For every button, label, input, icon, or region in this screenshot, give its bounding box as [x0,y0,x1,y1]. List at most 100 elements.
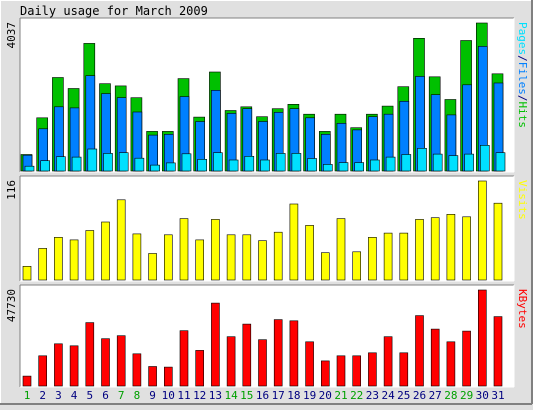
bar-pages-day-29 [464,153,474,172]
bar-kbytes-day-18 [289,320,299,387]
x-tick-day-9: 9 [149,389,156,402]
bar-pages-day-8 [134,157,145,172]
bar-visits-day-27 [430,217,440,281]
bar-visits-day-16 [258,240,267,281]
x-tick-day-27: 27 [429,389,442,402]
bar-visits-day-5 [85,230,95,281]
bar-visits-day-11 [179,218,189,281]
bar-pages-day-27 [432,153,443,172]
bar-visits-day-9 [148,253,157,281]
x-tick-day-22: 22 [350,389,363,402]
bar-visits-day-24 [383,232,393,281]
bar-kbytes-day-21 [336,355,346,387]
bar-pages-day-3 [56,156,66,172]
bar-visits-day-15 [242,234,252,281]
bar-kbytes-day-5 [85,322,95,387]
bar-pages-day-22 [354,162,365,172]
bar-visits-day-7 [116,199,126,281]
bar-kbytes-day-27 [430,328,440,387]
bar-visits-day-18 [289,203,299,281]
bar-pages-day-26 [417,148,427,172]
x-tick-day-8: 8 [134,389,141,402]
bar-pages-day-20 [322,164,333,172]
legend-entry: / [516,55,529,62]
bar-kbytes-day-16 [258,339,267,387]
bar-kbytes-day-8 [132,353,142,387]
legend-entry: / [516,95,529,102]
chart-title: Daily usage for March 2009 [20,4,208,18]
bar-kbytes-day-19 [305,341,314,387]
bar-pages-day-7 [118,152,129,172]
bar-pages-day-28 [448,155,459,172]
legend-requests: Pages/Files/Hits [516,22,529,128]
series-visits [22,180,503,281]
bar-visits-day-28 [446,214,456,281]
x-tick-day-26: 26 [413,389,426,402]
bar-pages-day-19 [307,158,317,172]
y-max-label-kbytes: 47730 [5,289,18,322]
bar-kbytes-day-24 [383,336,393,387]
bar-pages-day-5 [87,148,98,172]
x-tick-day-5: 5 [86,389,93,402]
bar-kbytes-day-31 [493,316,503,387]
legend-entry: Visits [516,180,529,220]
bar-kbytes-day-20 [320,360,330,387]
legend-visits: Visits [516,180,529,220]
legend-entry: Pages [516,22,529,55]
bar-kbytes-day-23 [368,352,377,387]
y-max-label-requests: 4037 [5,22,18,49]
bar-kbytes-day-3 [54,343,63,387]
bar-visits-day-26 [415,219,424,281]
bar-pages-day-4 [71,156,82,172]
bar-kbytes-day-9 [148,366,157,387]
bar-pages-day-6 [103,153,113,172]
bar-visits-day-12 [195,239,204,281]
bar-pages-day-2 [40,160,51,172]
bar-visits-day-13 [211,219,220,281]
bar-visits-day-6 [101,221,110,281]
bar-kbytes-day-7 [116,335,126,387]
bar-pages-day-24 [385,156,396,172]
bar-pages-day-13 [213,152,223,172]
bar-pages-day-1 [24,165,35,172]
x-tick-day-21: 21 [334,389,347,402]
series-files [22,46,504,172]
legend-entry: Hits [516,102,529,129]
bar-pages-day-12 [197,159,207,172]
bar-kbytes-day-2 [38,355,48,387]
bar-visits-day-17 [273,231,283,281]
x-tick-day-2: 2 [39,389,46,402]
x-tick-day-24: 24 [381,389,395,402]
bar-pages-day-17 [275,153,286,172]
bar-kbytes-day-28 [446,341,456,387]
bar-kbytes-day-14 [226,336,236,387]
bar-visits-day-25 [399,232,409,281]
x-tick-day-28: 28 [444,389,457,402]
x-tick-day-20: 20 [319,389,332,402]
series-kbytes [22,289,503,387]
bar-visits-day-30 [477,180,487,281]
x-tick-day-18: 18 [287,389,300,402]
x-tick-day-1: 1 [24,389,31,402]
bar-kbytes-day-25 [399,352,409,387]
bar-visits-day-8 [132,233,142,281]
bar-visits-day-14 [226,234,236,281]
bar-pages-day-16 [260,159,270,172]
bar-visits-day-29 [462,216,471,281]
bar-visits-day-21 [336,218,346,281]
bar-kbytes-day-1 [22,375,32,387]
x-tick-day-23: 23 [366,389,379,402]
bar-pages-day-18 [291,153,302,172]
bar-pages-day-15 [244,156,255,172]
bar-pages-day-30 [479,145,490,172]
x-tick-day-4: 4 [71,389,78,402]
bar-kbytes-day-12 [195,350,204,387]
bar-kbytes-day-15 [242,323,252,387]
bar-kbytes-day-4 [69,345,79,387]
bar-pages-day-10 [166,162,176,172]
bar-visits-day-19 [305,225,314,281]
bar-visits-day-1 [22,265,32,281]
